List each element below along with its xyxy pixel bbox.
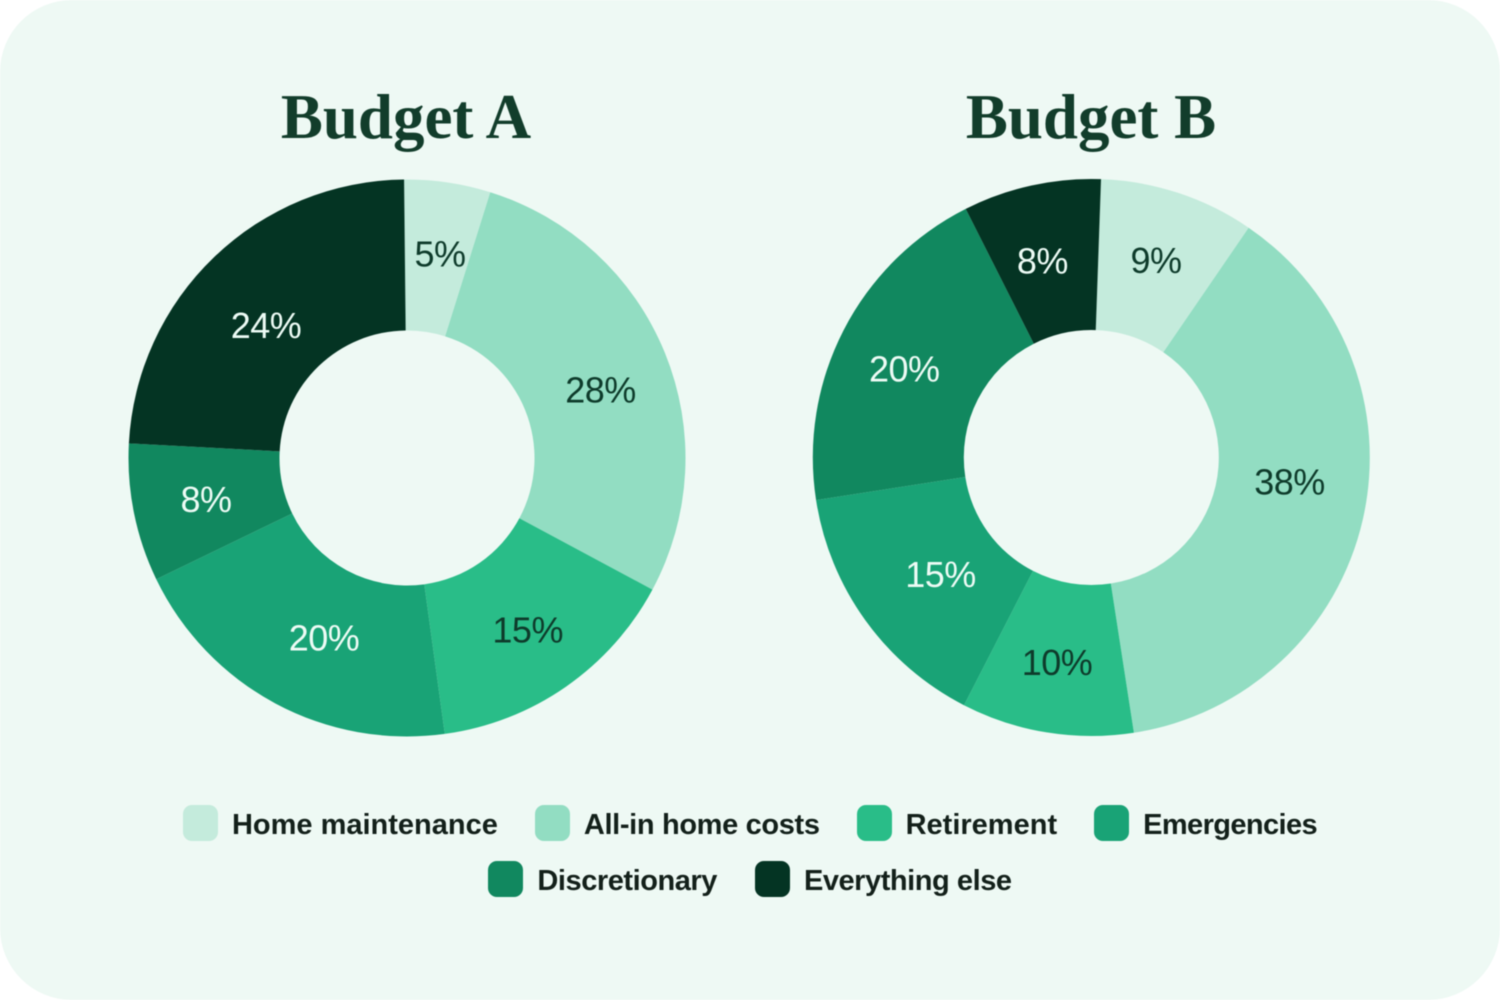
svg-text:10%: 10% xyxy=(1022,642,1093,683)
svg-text:38%: 38% xyxy=(1254,462,1325,503)
svg-text:28%: 28% xyxy=(565,370,636,411)
svg-text:20%: 20% xyxy=(869,349,940,390)
svg-text:8%: 8% xyxy=(1017,241,1068,282)
svg-text:15%: 15% xyxy=(905,554,976,595)
svg-text:15%: 15% xyxy=(492,610,563,651)
svg-text:20%: 20% xyxy=(289,618,360,659)
svg-text:24%: 24% xyxy=(231,305,302,346)
svg-text:5%: 5% xyxy=(414,234,465,275)
svg-text:8%: 8% xyxy=(180,479,231,520)
svg-text:9%: 9% xyxy=(1130,240,1181,281)
